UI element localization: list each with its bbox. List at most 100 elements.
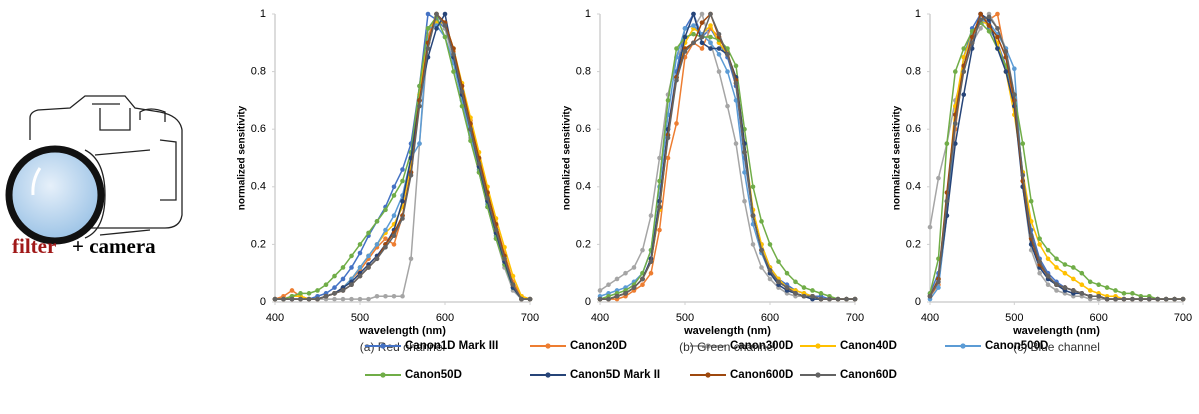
legend-label: Canon500D: [985, 340, 1048, 352]
data-point: [1087, 279, 1093, 285]
data-point: [793, 279, 798, 285]
data-point: [961, 69, 967, 74]
x-tick-label: 700: [521, 312, 539, 324]
data-point: [784, 285, 790, 290]
data-point: [332, 291, 337, 296]
data-point: [691, 31, 696, 37]
x-tick-label: 500: [1005, 312, 1023, 324]
data-point: [425, 11, 431, 17]
data-point: [691, 23, 696, 28]
data-point: [1062, 270, 1068, 276]
data-point: [366, 230, 371, 236]
data-point: [835, 296, 841, 302]
data-point: [953, 141, 958, 146]
legend-swatch: [960, 343, 966, 349]
data-point: [366, 296, 371, 302]
data-point: [417, 83, 422, 89]
data-point: [468, 126, 473, 132]
data-point: [1146, 296, 1152, 302]
x-tick-label: 600: [761, 312, 779, 324]
data-point: [674, 77, 679, 83]
data-point: [953, 69, 958, 74]
data-point: [606, 296, 611, 302]
series: [272, 11, 533, 302]
data-point: [648, 259, 654, 264]
data-point: [366, 265, 371, 270]
data-point: [716, 52, 722, 57]
data-point: [657, 155, 662, 161]
legend-label: Canon50D: [405, 369, 462, 381]
y-tick-label: 0.8: [251, 66, 266, 78]
data-point: [374, 219, 380, 224]
data-point: [640, 276, 645, 282]
data-point: [1062, 262, 1068, 267]
y-tick-label: 0.8: [576, 66, 591, 78]
data-point: [733, 98, 739, 103]
data-point: [391, 293, 397, 299]
y-axis-label: normalized sensitivity: [892, 105, 903, 210]
data-point: [750, 213, 756, 218]
data-point: [708, 23, 713, 28]
data-point: [1130, 291, 1135, 296]
data-point: [391, 193, 397, 198]
x-tick-label: 600: [1089, 312, 1107, 324]
data-point: [510, 282, 516, 288]
data-point: [391, 184, 397, 190]
data-point: [648, 270, 654, 276]
caption: (c) Blue channel: [1013, 340, 1100, 354]
data-point: [510, 273, 516, 279]
series: [272, 20, 533, 302]
data-point: [682, 49, 688, 54]
series: [272, 11, 533, 302]
data-point: [1163, 296, 1169, 302]
data-point: [400, 216, 405, 221]
data-point: [1054, 282, 1059, 288]
data-point: [742, 198, 747, 204]
series-line: [275, 13, 530, 300]
data-point: [648, 213, 654, 218]
data-point: [400, 167, 405, 172]
data-point: [1104, 296, 1110, 302]
series: [272, 11, 533, 302]
data-point: [978, 17, 983, 23]
data-point: [323, 282, 329, 288]
data-point: [1012, 92, 1017, 97]
x-tick-label: 700: [846, 312, 864, 324]
data-point: [366, 253, 371, 259]
data-point: [357, 250, 363, 256]
data-point: [1113, 288, 1118, 293]
data-point: [995, 34, 1000, 40]
data-point: [844, 296, 849, 302]
data-point: [289, 296, 295, 302]
data-point: [400, 293, 405, 299]
data-point: [986, 28, 992, 34]
data-point: [742, 170, 747, 175]
series-line: [275, 24, 530, 300]
data-point: [716, 69, 722, 74]
data-point: [936, 285, 941, 290]
data-point: [1028, 198, 1034, 204]
data-point: [349, 296, 354, 302]
data-point: [927, 293, 933, 299]
data-point: [995, 11, 1000, 17]
data-point: [657, 204, 662, 210]
data-point: [699, 20, 705, 25]
data-point: [349, 282, 354, 288]
legend-label: Canon600D: [730, 369, 793, 381]
y-tick-label: 0: [915, 296, 921, 308]
data-point: [827, 296, 832, 302]
legend-label: Canon20D: [570, 340, 627, 352]
data-point: [759, 247, 764, 253]
data-point: [357, 296, 363, 302]
data-point: [640, 282, 645, 288]
data-point: [665, 98, 671, 103]
series-line: [275, 13, 530, 300]
caption: (b) Green channel: [679, 340, 776, 354]
data-point: [400, 178, 405, 184]
y-tick-label: 0.4: [576, 181, 591, 193]
data-point: [425, 46, 431, 51]
data-point: [1045, 256, 1051, 262]
legend-swatch: [380, 372, 386, 378]
series-line: [275, 13, 530, 300]
